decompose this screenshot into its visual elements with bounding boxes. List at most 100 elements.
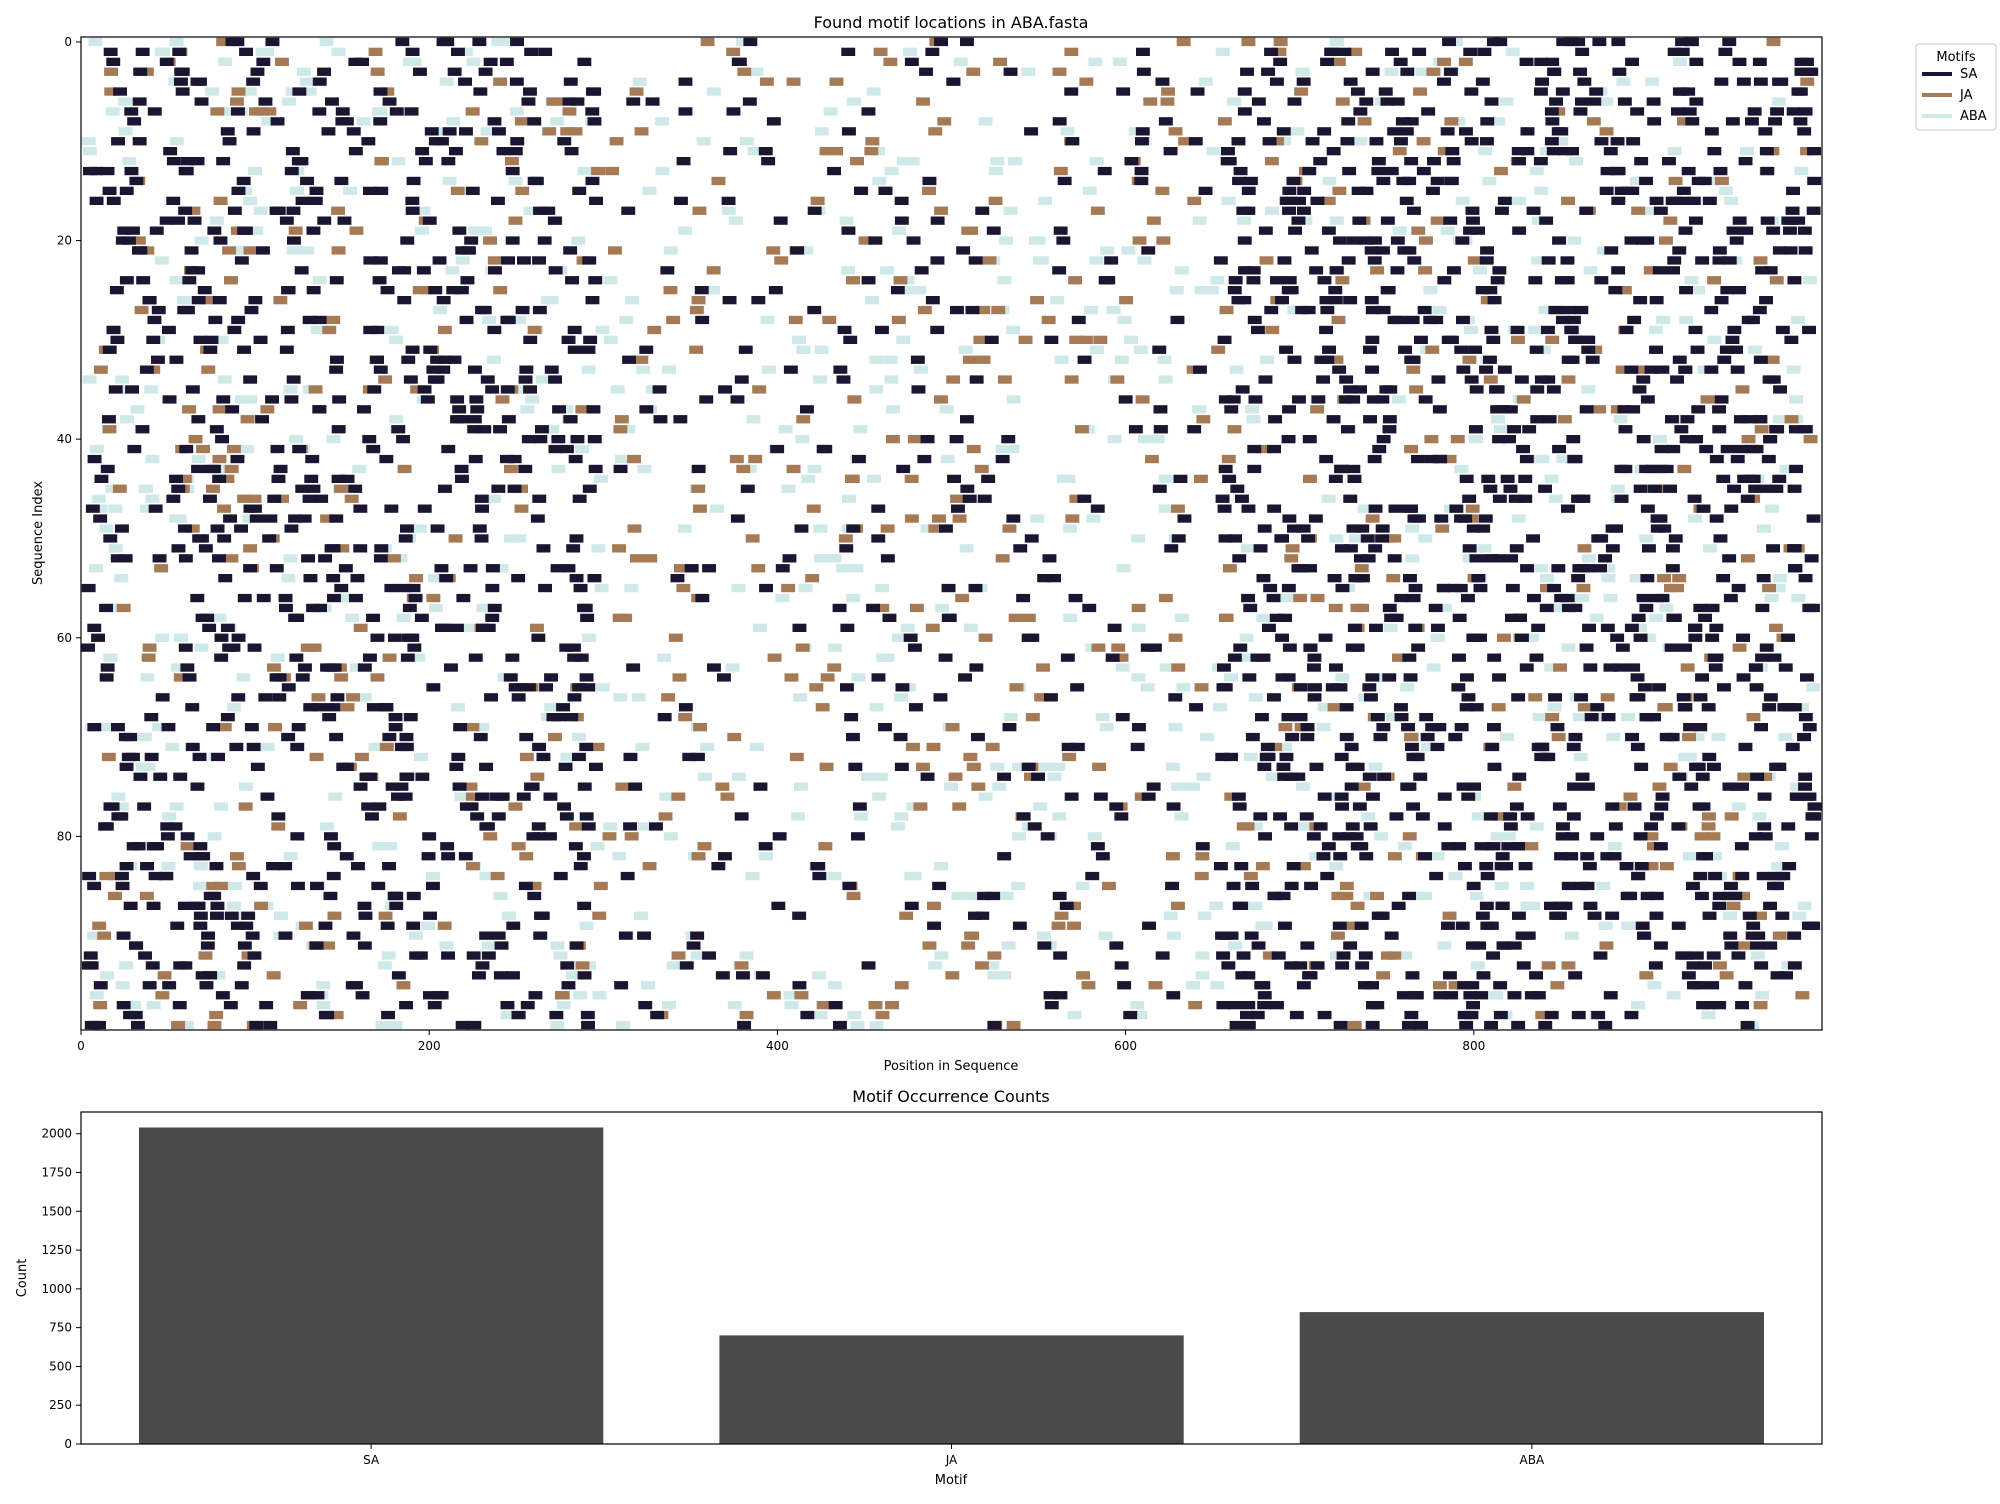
motif-mark-sa bbox=[1352, 216, 1367, 225]
motif-mark-sa bbox=[279, 603, 293, 613]
motif-mark-ja bbox=[426, 593, 441, 603]
motif-mark-aba bbox=[455, 256, 470, 265]
motif-mark-sa bbox=[1698, 961, 1712, 970]
motif-mark-sa bbox=[1136, 67, 1151, 76]
motif-mark-aba bbox=[260, 742, 275, 752]
motif-mark-aba bbox=[594, 474, 608, 483]
motif-mark-ja bbox=[987, 951, 1002, 960]
motif-mark-sa bbox=[1380, 97, 1395, 106]
motif-mark-aba bbox=[1437, 603, 1452, 613]
motif-mark-sa bbox=[1382, 673, 1397, 682]
motif-mark-aba bbox=[1083, 305, 1098, 315]
motif-mark-aba bbox=[592, 991, 607, 1000]
motif-mark-sa bbox=[1591, 1010, 1606, 1020]
motif-mark-sa bbox=[538, 47, 553, 56]
motif-mark-sa bbox=[1599, 186, 1614, 195]
motif-mark-sa bbox=[331, 474, 346, 483]
motif-mark-sa bbox=[1756, 871, 1771, 881]
motif-mark-sa bbox=[1772, 246, 1787, 255]
motif-mark-sa bbox=[1227, 286, 1242, 295]
motif-mark-sa bbox=[1554, 852, 1568, 861]
motif-mark-sa bbox=[1313, 157, 1328, 166]
motif-mark-aba bbox=[1525, 633, 1540, 642]
motif-mark-sa bbox=[469, 395, 484, 404]
motif-mark-sa bbox=[1714, 296, 1729, 305]
motif-mark-sa bbox=[1759, 296, 1773, 305]
motif-mark-sa bbox=[450, 395, 465, 404]
motif-mark-sa bbox=[1633, 296, 1648, 305]
motif-mark-sa bbox=[162, 395, 177, 404]
motif-mark-sa bbox=[1308, 683, 1322, 692]
motif-mark-ja bbox=[885, 1001, 899, 1010]
motif-mark-sa bbox=[1467, 633, 1482, 642]
motif-mark-sa bbox=[1671, 921, 1686, 930]
motif-mark-ja bbox=[1135, 395, 1150, 404]
motif-mark-sa bbox=[1346, 524, 1361, 533]
motif-mark-sa bbox=[1286, 862, 1301, 871]
motif-mark-sa bbox=[1227, 1001, 1242, 1010]
motif-mark-sa bbox=[195, 613, 210, 622]
motif-mark-ja bbox=[1419, 236, 1433, 245]
motif-mark-sa bbox=[324, 544, 339, 553]
motif-mark-sa bbox=[1261, 67, 1275, 76]
motif-mark-ja bbox=[157, 971, 172, 980]
motif-mark-sa bbox=[391, 971, 406, 980]
motif-mark-sa bbox=[366, 703, 381, 712]
motif-mark-sa bbox=[1267, 891, 1282, 901]
motif-mark-ja bbox=[1800, 77, 1815, 86]
motif-mark-sa bbox=[868, 236, 883, 245]
motif-mark-sa bbox=[997, 772, 1011, 781]
motif-mark-ja bbox=[1677, 464, 1692, 474]
motif-mark-sa bbox=[440, 842, 455, 851]
motif-mark-sa bbox=[1452, 613, 1467, 622]
motif-mark-sa bbox=[1115, 713, 1130, 722]
motif-mark-sa bbox=[1486, 335, 1501, 344]
motif-mark-sa bbox=[413, 67, 427, 76]
motif-mark-sa bbox=[100, 663, 115, 672]
motif-mark-sa bbox=[550, 564, 565, 573]
motif-mark-sa bbox=[1553, 901, 1568, 910]
motif-mark-sa bbox=[1800, 792, 1815, 801]
motif-mark-ja bbox=[397, 464, 412, 474]
motif-mark-sa bbox=[467, 1020, 482, 1030]
motif-mark-sa bbox=[159, 216, 174, 225]
motif-mark-sa bbox=[1784, 335, 1799, 344]
motif-mark-sa bbox=[405, 206, 420, 215]
motif-mark-ja bbox=[493, 286, 508, 295]
motif-mark-sa bbox=[638, 1001, 653, 1010]
motif-mark-sa bbox=[1116, 87, 1131, 96]
motif-mark-aba bbox=[357, 693, 372, 702]
motif-mark-ja bbox=[1545, 713, 1560, 722]
motif-mark-aba bbox=[550, 1020, 565, 1030]
motif-mark-sa bbox=[203, 971, 218, 980]
motif-mark-sa bbox=[690, 931, 705, 940]
motif-mark-aba bbox=[249, 226, 264, 235]
motif-mark-sa bbox=[852, 802, 867, 811]
motif-mark-sa bbox=[334, 176, 349, 186]
motif-mark-ja bbox=[706, 266, 721, 275]
motif-mark-sa bbox=[1678, 703, 1693, 712]
motif-mark-sa bbox=[1691, 176, 1706, 186]
motif-mark-aba bbox=[535, 375, 550, 384]
motif-mark-sa bbox=[1579, 405, 1594, 414]
motif-mark-sa bbox=[1494, 862, 1509, 871]
motif-mark-sa bbox=[1762, 703, 1777, 712]
motif-mark-sa bbox=[1114, 961, 1129, 970]
motif-mark-sa bbox=[1464, 137, 1479, 146]
motif-mark-sa bbox=[580, 613, 595, 622]
motif-mark-sa bbox=[318, 554, 332, 563]
motif-mark-aba bbox=[1631, 1001, 1645, 1010]
motif-mark-ja bbox=[1284, 554, 1299, 563]
motif-mark-sa bbox=[520, 1001, 535, 1010]
motif-mark-aba bbox=[115, 375, 129, 384]
motif-mark-sa bbox=[1095, 852, 1110, 861]
motif-mark-sa bbox=[1292, 395, 1306, 404]
motif-mark-aba bbox=[610, 385, 625, 394]
motif-mark-sa bbox=[300, 176, 314, 186]
motif-mark-sa bbox=[348, 147, 363, 156]
motif-mark-sa bbox=[452, 405, 467, 414]
motif-mark-aba bbox=[154, 256, 169, 265]
motif-mark-ja bbox=[139, 891, 154, 901]
motif-mark-ja bbox=[1737, 772, 1752, 781]
motif-mark-sa bbox=[1757, 822, 1772, 831]
